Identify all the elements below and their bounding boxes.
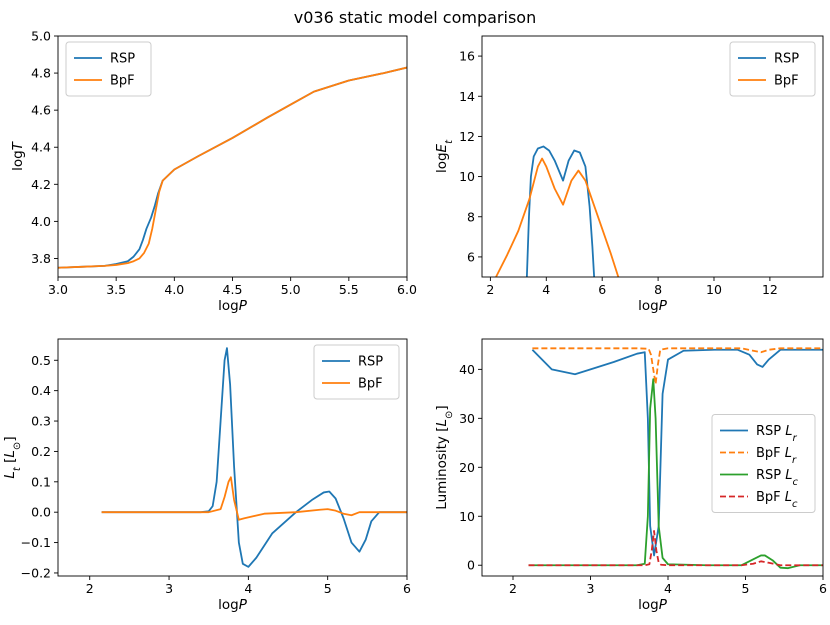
legend-box: [313, 344, 400, 400]
series-line-bpf: [58, 66, 407, 269]
chart-panel-3: 2 3 4 5 6 −0.2 −0.1 0.0 0.1 0.2 0.3 0.4 0.5 logP Lt [L…: [2, 338, 411, 613]
legend-box: [729, 41, 816, 97]
y-tick-label: 8: [467, 209, 475, 224]
y-tick-label: 0.2: [31, 444, 51, 459]
y-tick-label: 16: [459, 49, 475, 64]
x-tick-label: 6.0: [397, 282, 417, 297]
figure-title: v036 static model comparison: [294, 8, 536, 27]
legend-label: BpF Lc: [756, 490, 798, 510]
chart-panel-2: 2 4 6 8 10 12 6 8 10 12 14 16 logP logEt RSP BpF: [434, 35, 824, 314]
y-tick-label: 10: [459, 509, 475, 524]
legend-label: RSP: [110, 52, 135, 67]
x-tick-label: 4.0: [164, 282, 184, 297]
series-line-bpf-l-r: [532, 347, 823, 385]
series-line-rsp: [101, 347, 407, 568]
y-tick-label: 30: [459, 411, 475, 426]
x-tick-label: 5: [742, 581, 750, 596]
series-line-rsp-l-r: [531, 348, 823, 557]
legend-label: BpF: [358, 377, 383, 392]
y-tick-label: −0.1: [21, 535, 51, 550]
y-axis-label: logT: [10, 140, 26, 171]
y-tick-label: 0.5: [31, 353, 51, 368]
y-axis-label: Lt [L⊙]: [2, 436, 23, 478]
legend: RSP BpF: [65, 41, 152, 97]
y-axis-label: Luminosity [L⊙]: [434, 405, 455, 509]
x-axis-label: logP: [218, 597, 248, 613]
x-tick-label: 2: [486, 282, 494, 297]
y-tick-label: 5.0: [31, 29, 51, 44]
x-axis-label: logP: [218, 298, 248, 314]
x-tick-label: 2: [86, 581, 94, 596]
legend-label: RSP Lr: [756, 424, 798, 444]
x-tick-label: 3.5: [106, 282, 126, 297]
y-tick-label: 3.8: [31, 251, 51, 266]
series-line-bpf: [101, 476, 407, 521]
x-tick-label: 6: [403, 581, 411, 596]
y-tick-label: 10: [459, 169, 475, 184]
y-tick-label: 4.2: [31, 177, 51, 192]
y-tick-label: −0.2: [21, 565, 51, 580]
legend-label: BpF Lr: [756, 446, 797, 466]
x-tick-label: 6: [819, 581, 827, 596]
x-tick-label: 4: [664, 581, 672, 596]
x-tick-label: 5.0: [281, 282, 301, 297]
legend-label: BpF: [110, 74, 135, 89]
legend: RSP BpF: [313, 344, 400, 400]
legend-label: RSP: [774, 52, 799, 67]
y-tick-label: 6: [467, 249, 475, 264]
axes-frame: [481, 338, 824, 577]
y-tick-label: 4.0: [31, 214, 51, 229]
x-tick-label: 2: [509, 581, 517, 596]
x-tick-label: 4: [244, 581, 252, 596]
y-tick-label: 0: [467, 558, 475, 573]
x-tick-label: 4: [542, 282, 550, 297]
x-tick-label: 3: [165, 581, 173, 596]
x-axis-label: logP: [638, 597, 668, 613]
legend-label: RSP Lc: [756, 468, 799, 488]
legend-box: [711, 414, 816, 513]
x-tick-label: 12: [762, 282, 778, 297]
y-tick-label: 4.4: [31, 140, 51, 155]
x-tick-label: 5: [324, 581, 332, 596]
y-tick-label: 4.8: [31, 66, 51, 81]
y-tick-label: 0.0: [31, 505, 51, 520]
y-tick-label: 40: [459, 362, 475, 377]
y-tick-label: 12: [459, 129, 475, 144]
x-tick-label: 3.0: [48, 282, 68, 297]
axes-frame: [57, 338, 408, 577]
y-tick-label: 14: [459, 89, 475, 104]
x-tick-label: 4.5: [223, 282, 243, 297]
y-tick-label: 0.3: [31, 414, 51, 429]
x-tick-label: 5.5: [339, 282, 359, 297]
legend-label: RSP: [358, 355, 383, 370]
y-tick-label: 4.6: [31, 103, 51, 118]
axes-frame: [481, 35, 824, 278]
x-tick-label: 8: [654, 282, 662, 297]
x-tick-label: 10: [706, 282, 722, 297]
legend-label: BpF: [774, 74, 799, 89]
y-tick-label: 0.4: [31, 383, 51, 398]
legend-box: [65, 41, 152, 97]
y-axis-label: logEt: [434, 139, 455, 173]
series-line-bpf-l-c: [528, 530, 823, 567]
x-axis-label: logP: [638, 298, 668, 314]
y-tick-label: 0.1: [31, 474, 51, 489]
x-tick-label: 3: [587, 581, 595, 596]
x-tick-label: 6: [598, 282, 606, 297]
series-line-bpf: [495, 157, 620, 277]
legend: RSP BpF: [729, 41, 816, 97]
y-tick-label: 20: [459, 460, 475, 475]
chart-panel-1: 3.0 3.5 4.0 4.5 5.0 5.5 6.0 3.8 4.0 4.2 4.4 4.6 4.8 5…: [10, 29, 417, 315]
